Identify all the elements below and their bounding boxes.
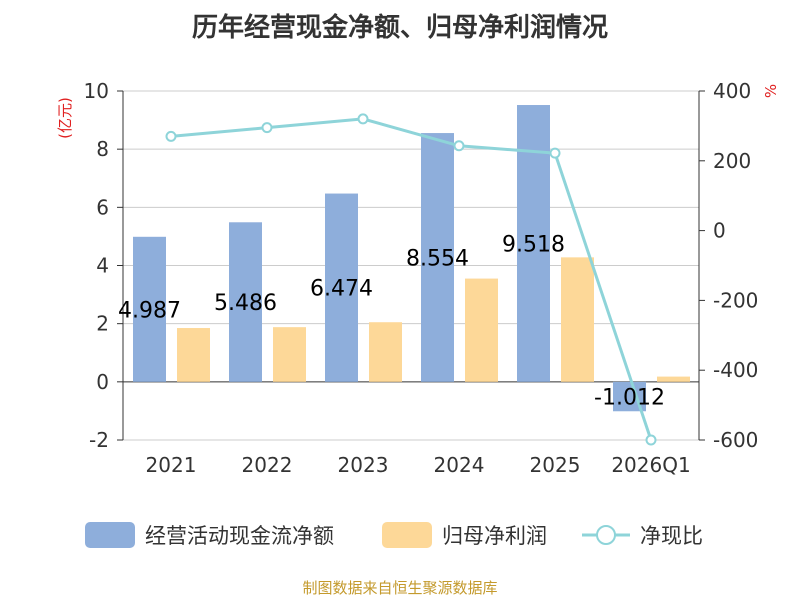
legend-label-ratio: 净现比 (640, 524, 703, 548)
bar-netprofit (561, 257, 594, 382)
bar-cashflow (229, 222, 262, 382)
data-label: 8.554 (406, 246, 469, 271)
right-tick-label: -600 (713, 428, 758, 452)
chart-title: 历年经营现金净额、归母净利润情况 (192, 12, 608, 43)
left-tick-label: -2 (89, 428, 109, 452)
ratio-polyline (170, 117, 653, 441)
bar-netprofit (657, 376, 690, 382)
left-tick-label: 0 (96, 370, 109, 394)
left-tick-label: 8 (96, 137, 109, 161)
x-tick-label: 2022 (242, 453, 293, 477)
legend-swatch-cashflow (85, 522, 135, 548)
data-labels: 4.987 5.486 6.474 8.554 9.518 -1.012 (118, 232, 665, 410)
ratio-point (645, 434, 657, 446)
left-tick-label: 6 (96, 195, 109, 219)
right-tick-label: -200 (713, 288, 758, 312)
left-tick-label: 10 (84, 79, 109, 103)
legend-marker-ratio (596, 525, 616, 545)
bar-netprofit (177, 328, 210, 382)
right-axis-unit: % (762, 84, 780, 98)
ratio-point (549, 147, 561, 159)
data-label: 4.987 (118, 298, 181, 323)
data-label: 5.486 (214, 291, 277, 316)
data-label: 9.518 (502, 232, 565, 257)
data-label: 6.474 (310, 277, 373, 302)
bars (133, 105, 690, 412)
legend-swatch-netprofit (382, 522, 432, 548)
bar-cashflow (325, 193, 358, 382)
legend-label-cashflow: 经营活动现金流净额 (145, 524, 334, 548)
x-tick-label: 2021 (146, 453, 197, 477)
axes: -2 0 2 4 6 8 10 -600 -400 -200 0 200 400 (亿元)% 2021 202… (56, 79, 780, 477)
ratio-point (261, 122, 273, 134)
x-tick-label: 2025 (530, 453, 581, 477)
x-tick-label: 2026Q1 (611, 453, 690, 477)
left-tick-label: 4 (96, 254, 109, 278)
right-tick-label: 200 (713, 149, 751, 173)
data-label: -1.012 (594, 386, 665, 411)
right-tick-label: 0 (713, 219, 726, 243)
grid-lines (123, 90, 699, 441)
bar-netprofit (465, 278, 498, 382)
right-tick-label: -400 (713, 358, 758, 382)
legend: 经营活动现金流净额 归母净利润 净现比 (85, 522, 703, 548)
ratio-point (357, 113, 369, 125)
bar-netprofit (273, 327, 306, 382)
bar-cashflow (421, 133, 454, 382)
bar-cashflow (133, 236, 166, 382)
source-note: 制图数据来自恒生聚源数据库 (302, 579, 497, 597)
bar-netprofit (369, 322, 402, 382)
x-tick-label: 2023 (338, 453, 389, 477)
ratio-line (165, 113, 657, 446)
right-tick-label: 400 (713, 79, 751, 103)
left-axis-unit: (亿元) (56, 97, 74, 139)
left-tick-label: 2 (96, 312, 109, 336)
x-tick-label: 2024 (434, 453, 485, 477)
legend-label-netprofit: 归母净利润 (442, 524, 547, 548)
ratio-point (165, 130, 177, 142)
ratio-point (453, 140, 465, 152)
